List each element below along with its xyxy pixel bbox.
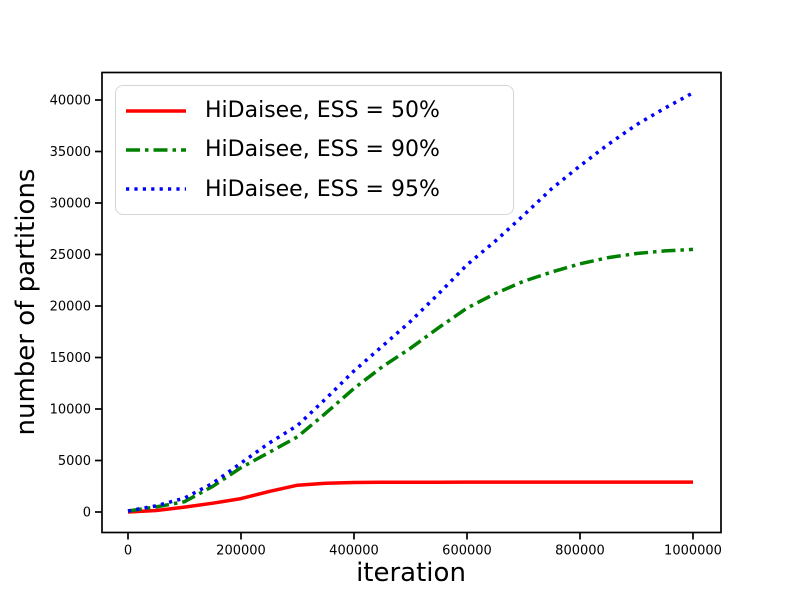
legend: HiDaisee, ESS = 50% HiDaisee, ESS = 90% … — [115, 85, 514, 215]
series-line-1 — [127, 247, 694, 513]
x-tick-label: 400000 — [329, 544, 379, 559]
x-tick-label: 600000 — [442, 544, 492, 559]
legend-label: HiDaisee, ESS = 90% — [205, 137, 440, 163]
series-line-2 — [127, 91, 694, 513]
y-tick-label: 30000 — [50, 197, 91, 212]
y-tick-label: 0 — [83, 506, 91, 521]
y-tick-label: 25000 — [50, 248, 91, 263]
y-tick-label: 10000 — [50, 403, 91, 418]
x-axis-ticks: 0 200000 400000 600000 800000 1000000 — [124, 532, 722, 559]
plot-lines — [127, 91, 694, 514]
legend-item: HiDaisee, ESS = 50% — [125, 92, 513, 130]
y-axis-label: number of partitions — [11, 169, 41, 436]
legend-label: HiDaisee, ESS = 50% — [205, 98, 440, 124]
x-tick-label: 800000 — [555, 544, 605, 559]
legend-line-dashdot-icon — [126, 148, 186, 152]
y-axis-ticks: 0 5000 10000 15000 20000 25000 30000 35000 40000 — [50, 94, 102, 521]
legend-line-solid-icon — [126, 108, 186, 113]
x-tick-label: 1000000 — [664, 544, 722, 559]
y-tick-label: 5000 — [58, 454, 91, 469]
legend-line-dotted-icon — [126, 187, 186, 192]
y-tick-label: 40000 — [50, 94, 91, 109]
y-tick-label: 20000 — [50, 300, 91, 315]
series-line-0 — [127, 480, 693, 514]
legend-label: HiDaisee, ESS = 95% — [205, 176, 440, 202]
x-tick-label: 0 — [124, 544, 132, 559]
legend-item: HiDaisee, ESS = 90% — [125, 131, 513, 169]
x-axis-label: iteration — [356, 558, 466, 588]
axes-frame — [101, 71, 722, 534]
y-tick-label: 15000 — [50, 351, 91, 366]
legend-item: HiDaisee, ESS = 95% — [125, 170, 513, 208]
x-tick-label: 200000 — [216, 544, 266, 559]
y-tick-label: 35000 — [50, 145, 91, 160]
